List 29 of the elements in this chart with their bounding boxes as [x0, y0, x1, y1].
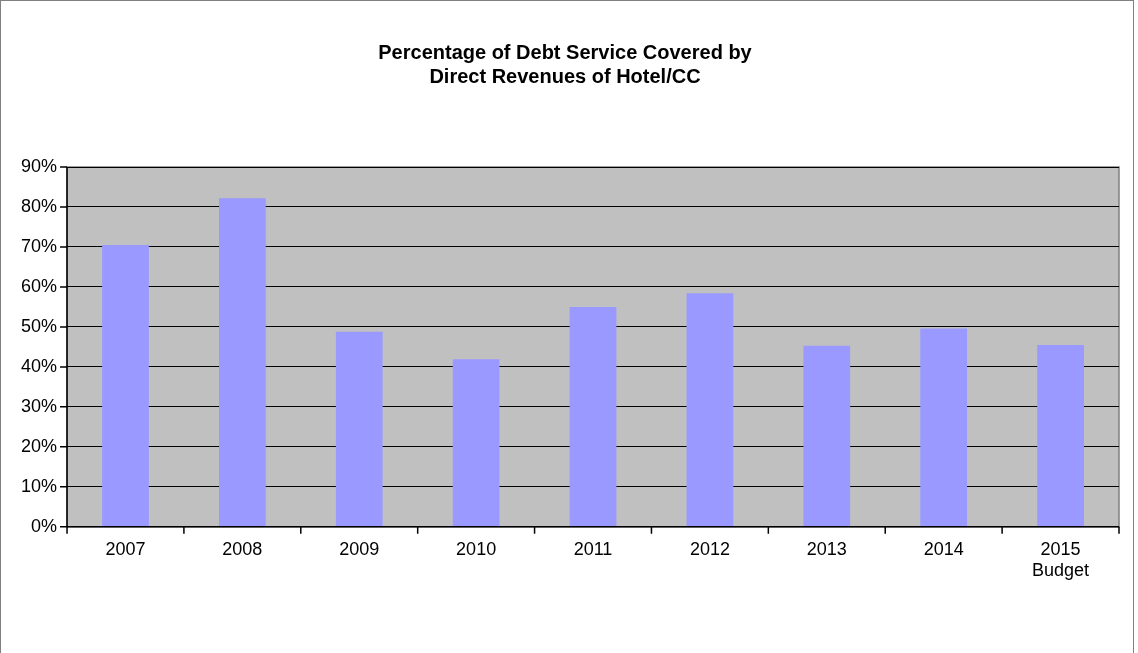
y-tick-label: 50%: [21, 315, 58, 336]
bar: [218, 198, 266, 527]
y-tick-label: 0%: [31, 515, 58, 536]
y-tick-label: 80%: [21, 195, 58, 216]
y-tick-label: 40%: [21, 355, 58, 376]
x-tick-label: 2013: [806, 538, 847, 559]
chart-title: Percentage of Debt Service Covered by Direct Revenues of Hotel/CC: [378, 40, 753, 87]
bar: [569, 306, 617, 527]
x-tick-label: 2010: [456, 538, 497, 559]
x-tick-label: 2008: [222, 538, 263, 559]
x-tick-label: 2011: [573, 538, 613, 559]
bar: [920, 328, 968, 527]
x-tick-label: 2014: [923, 538, 964, 559]
y-tick-label: 20%: [21, 435, 58, 456]
bar: [686, 293, 734, 527]
y-tick-label: 60%: [21, 275, 58, 296]
y-tick-label: 10%: [21, 475, 58, 496]
y-tick-label: 90%: [21, 155, 58, 176]
bar: [335, 331, 383, 527]
y-tick-label: 30%: [21, 395, 58, 416]
bar: [452, 359, 500, 527]
bar: [102, 244, 149, 527]
x-tick-label: 2007: [105, 538, 146, 559]
x-tick-label: 2012: [689, 538, 730, 559]
y-tick-label: 70%: [21, 235, 58, 256]
bar: [803, 345, 851, 527]
x-tick-label: 2009: [339, 538, 380, 559]
x-tick-label: 2015 Budget: [1032, 538, 1090, 581]
bar: [1037, 344, 1084, 527]
